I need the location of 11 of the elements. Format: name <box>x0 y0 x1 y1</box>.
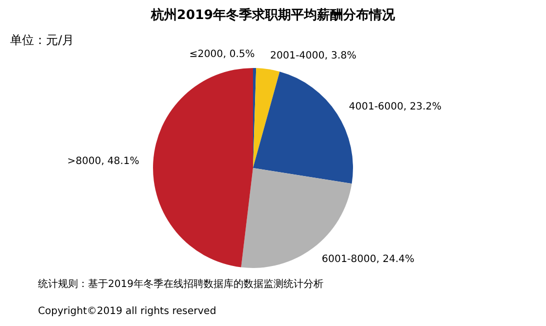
text: 统计规则：基于2019年冬季在线招聘数据库的数据监测统计分析 <box>38 278 324 290</box>
slice-label: 2001-4000, 3.8% <box>270 50 356 62</box>
pie-slice <box>253 68 280 168</box>
text: 单位：元/月 <box>10 33 74 47</box>
slice-label: 4001-6000, 23.2% <box>348 101 442 112</box>
slice-label: 6001-8000, 24.4% <box>322 254 414 265</box>
pie-slice <box>153 68 253 268</box>
chart-title: 杭州2019年冬季求职期平均薪酬分布情况 <box>150 7 396 23</box>
text: Copyright©2019 all rights reserved <box>38 306 216 317</box>
slice-label: >8000, 48.1% <box>67 156 140 168</box>
slice-label: ≤2000, 0.5% <box>189 49 255 60</box>
